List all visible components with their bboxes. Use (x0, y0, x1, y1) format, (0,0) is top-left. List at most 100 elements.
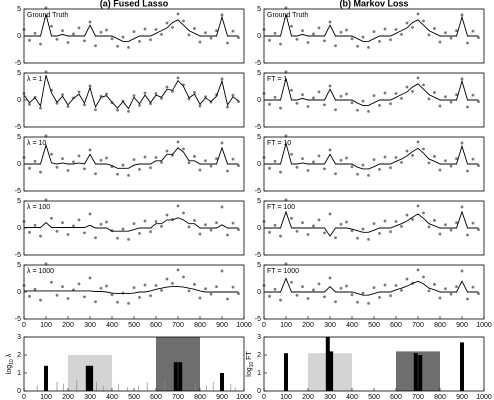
x-tick-label: 600 (150, 322, 162, 329)
point (444, 31, 447, 35)
x-tick-label: 700 (172, 322, 184, 329)
point (394, 220, 398, 223)
y-tick-label: 0 (17, 388, 21, 395)
x-tick-label: 0 (262, 322, 266, 329)
point (132, 158, 136, 162)
point (389, 38, 392, 42)
point (209, 164, 213, 168)
fit-line (24, 217, 239, 232)
x-tick-label: 400 (106, 394, 118, 400)
point (273, 159, 277, 163)
point (295, 293, 299, 297)
point (132, 286, 136, 290)
bar (329, 351, 334, 391)
point (405, 149, 409, 153)
point (28, 294, 31, 298)
point (154, 156, 158, 159)
y-tick-label: 5 (17, 6, 21, 13)
point (149, 166, 152, 170)
point (323, 295, 326, 299)
point (312, 160, 315, 164)
y-tick-label: -5 (15, 316, 21, 323)
point (350, 37, 354, 41)
panel-label: Ground Truth (27, 12, 68, 19)
point (411, 153, 414, 157)
point (317, 282, 321, 286)
point (149, 38, 152, 42)
fit-line (264, 78, 479, 106)
point (33, 287, 37, 291)
point (290, 24, 293, 28)
point (72, 32, 75, 36)
point (127, 301, 130, 305)
point (350, 229, 354, 233)
fit-line (264, 14, 479, 42)
point (268, 294, 271, 298)
point (422, 19, 425, 23)
point (193, 91, 196, 94)
point (416, 268, 420, 272)
point (328, 20, 332, 24)
x-tick-label: 300 (324, 322, 336, 329)
point (328, 148, 332, 152)
x-tick-label: 900 (216, 322, 228, 329)
point (449, 164, 453, 168)
point (88, 20, 92, 24)
point (378, 40, 381, 43)
point (127, 173, 130, 177)
point (160, 96, 163, 100)
point (383, 91, 387, 95)
point (77, 282, 81, 286)
panel-label: λ = 1000 (27, 268, 54, 275)
point (306, 297, 310, 300)
point (389, 166, 392, 170)
point (121, 35, 125, 39)
point (143, 155, 147, 159)
point (290, 280, 293, 284)
point (301, 285, 304, 288)
point (132, 94, 136, 98)
point (209, 36, 213, 40)
point (400, 224, 403, 228)
x-tick-label: 200 (302, 322, 314, 329)
point (433, 91, 436, 94)
point (268, 102, 271, 106)
point (372, 94, 376, 98)
point (356, 108, 359, 112)
point (39, 170, 42, 174)
point (433, 219, 436, 222)
y-axis-label: log10 FT (246, 351, 255, 377)
point (279, 234, 282, 238)
y-axis-label-part: FT (246, 351, 253, 360)
x-tick-label: 200 (302, 394, 314, 400)
x-tick-label: 700 (412, 394, 424, 400)
point (77, 26, 81, 30)
point (339, 94, 343, 98)
point (427, 289, 431, 293)
point (394, 284, 398, 287)
point (99, 158, 103, 162)
point (301, 29, 304, 32)
point (55, 229, 59, 233)
bar (173, 362, 178, 391)
point (204, 223, 207, 227)
point (433, 283, 436, 286)
y-tick-label: 2 (257, 352, 261, 359)
point (231, 29, 235, 33)
point (422, 83, 425, 87)
point (66, 297, 70, 300)
point (477, 292, 480, 296)
point (198, 168, 202, 172)
point (372, 286, 376, 290)
fit-line (264, 277, 479, 296)
y-tick-label: 0 (17, 97, 21, 104)
point (231, 221, 235, 225)
point (198, 104, 202, 108)
x-tick-label: 400 (346, 394, 358, 400)
point (215, 221, 218, 225)
point (127, 109, 130, 113)
point (422, 211, 425, 215)
point (94, 236, 97, 240)
point (466, 297, 469, 301)
